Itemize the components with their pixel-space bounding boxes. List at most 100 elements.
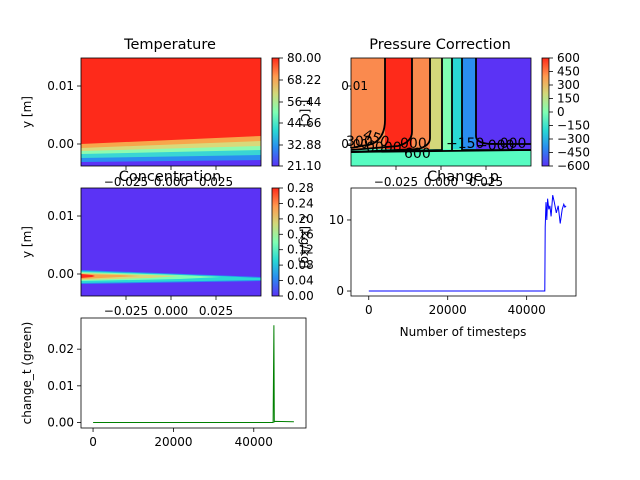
change-p-title: Change_p xyxy=(427,169,499,185)
concentration-xtick-label: 0.000 xyxy=(154,304,188,318)
change-p-xtick-label: 0 xyxy=(365,303,373,317)
pressure-xtick-label: −0.025 xyxy=(374,175,418,189)
temperature-field xyxy=(81,58,261,166)
pressure-ytick-label: 0.00 xyxy=(341,137,368,151)
change-p-series xyxy=(368,194,567,292)
change-t-series xyxy=(93,325,294,423)
concentration-xtick-label: 0.025 xyxy=(199,304,233,318)
pressure-band xyxy=(452,58,462,166)
change-p-frame xyxy=(350,187,577,297)
change-p-xtick-label: 20000 xyxy=(429,303,467,317)
pressure-title: Pressure Correction xyxy=(369,37,511,53)
temperature-ytick-label: 0.01 xyxy=(47,79,74,93)
pressure-bottom-region xyxy=(351,149,531,166)
temperature-title: Temperature xyxy=(123,37,216,53)
concentration-band-5 xyxy=(81,274,140,279)
concentration-colorbar-tick: 0.04 xyxy=(287,274,314,288)
concentration-colorbar-ticks xyxy=(279,187,283,297)
concentration-ylabel: y [m] xyxy=(20,226,34,258)
concentration-colorbar-tick: 0.24 xyxy=(287,196,314,210)
pressure-contour-label: −150 xyxy=(446,136,484,152)
pressure-colorbar-tick: −450 xyxy=(557,146,590,160)
pressure-contour-label: 600 xyxy=(404,146,431,162)
temperature-colorbar xyxy=(271,57,280,167)
pressure-band xyxy=(385,58,412,166)
change-t-xtick-label: 40000 xyxy=(235,435,273,449)
temperature-xtick-label: 0.000 xyxy=(154,175,188,189)
temperature-xtick-label: 0.025 xyxy=(199,175,233,189)
pressure-ytick-label: 0.01 xyxy=(341,79,368,93)
pressure-band xyxy=(430,58,442,166)
change-p-series-line xyxy=(368,194,567,292)
change-t-ytick-label: 0.01 xyxy=(47,379,74,393)
pressure-colorbar-tick: 0 xyxy=(557,105,565,119)
pressure-colorbar-tick: 150 xyxy=(557,92,580,106)
pressure-band xyxy=(476,58,531,166)
change-t-xtick-label: 0 xyxy=(89,435,97,449)
temperature-axis-ticks xyxy=(77,85,217,170)
temperature-colorbar-label: T [C] xyxy=(298,97,312,127)
concentration-ytick-label: 0.01 xyxy=(47,209,74,223)
pressure-contour-label: −000 xyxy=(488,136,526,152)
concentration-title: Concentration xyxy=(119,169,222,185)
change-p-xtick-label: 40000 xyxy=(508,303,546,317)
pressure-xtick-label: 0.000 xyxy=(424,175,458,189)
concentration-colorbar-label: c [kg/kg] xyxy=(298,216,312,269)
pressure-colorbar-tick: −300 xyxy=(557,132,590,146)
pressure-colorbar-tick: −150 xyxy=(557,119,590,133)
concentration-panel: Concentration 0.01 0.00 −0.025 0.000 0.0… xyxy=(20,169,314,318)
change-p-xlabel: Number of timesteps xyxy=(400,325,527,339)
temperature-ytick-label: 0.00 xyxy=(47,137,74,151)
concentration-colorbar-tick: 0.20 xyxy=(287,212,314,226)
temperature-colorbar-tick: 68.22 xyxy=(287,73,321,87)
change-p-ytick-label: 10 xyxy=(329,213,344,227)
change-t-panel: 0 20000 40000 0.00 0.01 0.02 change_t (green) xyxy=(20,317,307,449)
pressure-contour-label: 300 xyxy=(346,134,373,150)
pressure-xtick-label: 0.025 xyxy=(469,175,503,189)
change-p-ytick-label: 0 xyxy=(336,284,344,298)
pressure-contours xyxy=(350,58,532,153)
temperature-ylabel: y [m] xyxy=(20,96,34,128)
pressure-band xyxy=(462,58,476,166)
pressure-contour-label: 0000 xyxy=(366,140,402,156)
change-t-ylabel: change_t (green) xyxy=(20,322,34,425)
pressure-contour-label: −000 xyxy=(476,138,514,154)
temperature-panel: Temperature 0.01 0.00 −0.025 0.000 0.025… xyxy=(20,37,321,189)
pressure-axis-ticks xyxy=(347,85,487,170)
pressure-colorbar xyxy=(541,57,550,167)
pressure-colorbar-tick: 600 xyxy=(557,51,580,65)
pressure-panel: Pressure Correction 450 300 000 xyxy=(341,37,590,189)
concentration-colorbar-tick: 0.12 xyxy=(287,243,314,257)
temperature-colorbar-tick: 56.44 xyxy=(287,95,321,109)
concentration-band-6 xyxy=(81,274,95,278)
pressure-colorbar-tick: 300 xyxy=(557,78,580,92)
temperature-colorbar-tick: 44.66 xyxy=(287,116,321,130)
change-p-ticks: 0 20000 40000 0 10 xyxy=(329,213,546,317)
pressure-band xyxy=(442,58,452,166)
concentration-field xyxy=(81,188,261,296)
pressure-colorbar-tick: 450 xyxy=(557,65,580,79)
concentration-xtick-label: −0.025 xyxy=(104,304,148,318)
pressure-contour-label: 000 xyxy=(400,136,427,152)
pressure-band xyxy=(412,58,430,166)
change-t-frame xyxy=(80,317,307,429)
change-t-xtick-label: 20000 xyxy=(154,435,192,449)
pressure-field xyxy=(351,58,531,166)
temperature-colorbar-tick: 21.10 xyxy=(287,159,321,173)
change-p-panel: Change_p 0 20000 40000 0 10 Number of timest… xyxy=(329,169,577,339)
concentration-colorbar xyxy=(271,187,280,297)
concentration-axis-ticks xyxy=(77,215,217,300)
concentration-ytick-label: 0.00 xyxy=(47,267,74,281)
temperature-colorbar-ticks xyxy=(279,57,283,167)
change-t-ticks: 0 20000 40000 0.00 0.01 0.02 xyxy=(47,342,273,449)
temperature-colorbar-tick: 32.88 xyxy=(287,138,321,152)
pressure-colorbar-tick: −600 xyxy=(557,159,590,173)
concentration-colorbar-tick: 0.28 xyxy=(287,181,314,195)
change-t-ytick-label: 0.00 xyxy=(47,416,74,430)
change-t-series-line xyxy=(93,325,294,423)
pressure-contour-labels: 450 300 000 0000 600 −150 −000 −000 xyxy=(346,127,526,162)
change-t-ytick-label: 0.02 xyxy=(47,342,74,356)
temperature-xtick-label: −0.025 xyxy=(104,175,148,189)
temperature-colorbar-tick: 80.00 xyxy=(287,51,321,65)
